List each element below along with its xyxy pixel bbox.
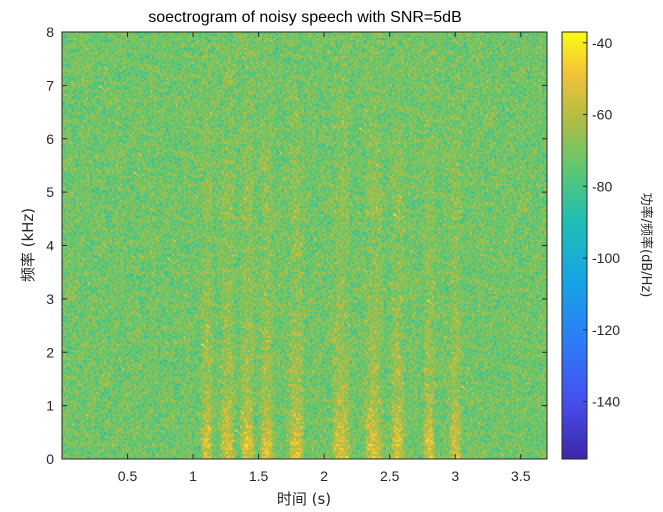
x-tick-label: 0.5: [118, 468, 138, 484]
y-tick-label: 8: [46, 24, 54, 40]
y-tick-label: 7: [46, 77, 54, 93]
y-tick-label: 3: [46, 291, 54, 307]
x-tick-label: 3: [451, 468, 459, 484]
chart-title: soectrogram of noisy speech with SNR=5dB: [148, 9, 461, 26]
colorbar-tick-label: -80: [592, 178, 612, 194]
y-tick-label: 4: [46, 238, 54, 254]
y-tick-label: 1: [46, 398, 54, 414]
colorbar-tick-label: -120: [592, 322, 620, 338]
colorbar-gradient: [561, 31, 588, 460]
y-axis: 0 1 2 3 4 5 6 7 8: [46, 24, 547, 467]
spectrogram-plot: [61, 31, 548, 460]
colorbar: -40 -60 -80 -100 -120 -140 功率/频率(dB/Hz): [561, 31, 654, 460]
x-tick-label: 1: [189, 468, 197, 484]
x-tick-label: 1.5: [249, 468, 269, 484]
x-tick-label: 3.5: [511, 468, 531, 484]
colorbar-label: 功率/频率(dB/Hz): [638, 193, 654, 298]
x-axis-label: 时间 (s): [277, 490, 331, 508]
y-tick-label: 5: [46, 184, 54, 200]
y-tick-label: 6: [46, 131, 54, 147]
spectrogram-heatmap: [62, 32, 547, 459]
colorbar-tick-label: -60: [592, 107, 612, 123]
colorbar-tick-label: -40: [592, 35, 612, 51]
y-tick-label: 0: [46, 451, 54, 467]
x-tick-label: 2.5: [380, 468, 400, 484]
x-axis: 0.5 1 1.5 2 2.5 3 3.5: [118, 32, 531, 484]
colorbar-ticks: -40 -60 -80 -100 -120 -140: [583, 35, 620, 410]
colorbar-tick-label: -100: [592, 250, 620, 266]
colorbar-tick-label: -140: [592, 394, 620, 410]
x-tick-label: 2: [320, 468, 328, 484]
y-axis-label: 频率 (kHz): [19, 208, 37, 282]
y-tick-label: 2: [46, 344, 54, 360]
